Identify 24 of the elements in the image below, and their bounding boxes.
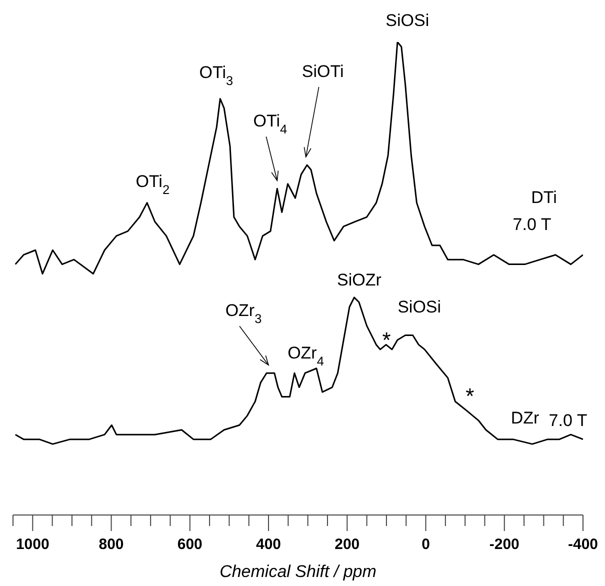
annotation: SiOSi bbox=[398, 298, 442, 317]
x-tick-label: -400 bbox=[568, 536, 598, 553]
annotation: * bbox=[382, 327, 392, 352]
annotation: 7.0 T bbox=[548, 411, 588, 430]
annotation: * bbox=[466, 383, 475, 408]
text: DTi bbox=[531, 188, 557, 208]
annotation: 7.0 T bbox=[512, 215, 552, 234]
annotation: OZr$_{4}$ bbox=[288, 344, 324, 369]
annotation: OZr$_{3}$ bbox=[225, 302, 262, 326]
x-tick-label: 600 bbox=[177, 536, 202, 553]
x-tick-label: 400 bbox=[256, 536, 282, 553]
x-tick-label: 200 bbox=[334, 536, 360, 553]
annotation: OTi$_{4}$ bbox=[253, 112, 288, 137]
annotation: SiOZr bbox=[337, 270, 382, 290]
x-tick-label: 0 bbox=[422, 536, 430, 553]
x-tick-label: 800 bbox=[98, 536, 124, 553]
annotation: SiOSi bbox=[386, 11, 430, 30]
x-axis-title: Chemical Shift / ppm bbox=[220, 562, 376, 581]
annotation: OTi$_{2}$ bbox=[136, 172, 170, 197]
x-tick-label: -200 bbox=[489, 536, 520, 553]
x-tick-label: 1000 bbox=[16, 536, 50, 553]
series-label: DZr bbox=[510, 408, 540, 428]
annotation: OTi$_{3}$ bbox=[199, 63, 234, 88]
annotation: SiOTi bbox=[302, 62, 344, 82]
